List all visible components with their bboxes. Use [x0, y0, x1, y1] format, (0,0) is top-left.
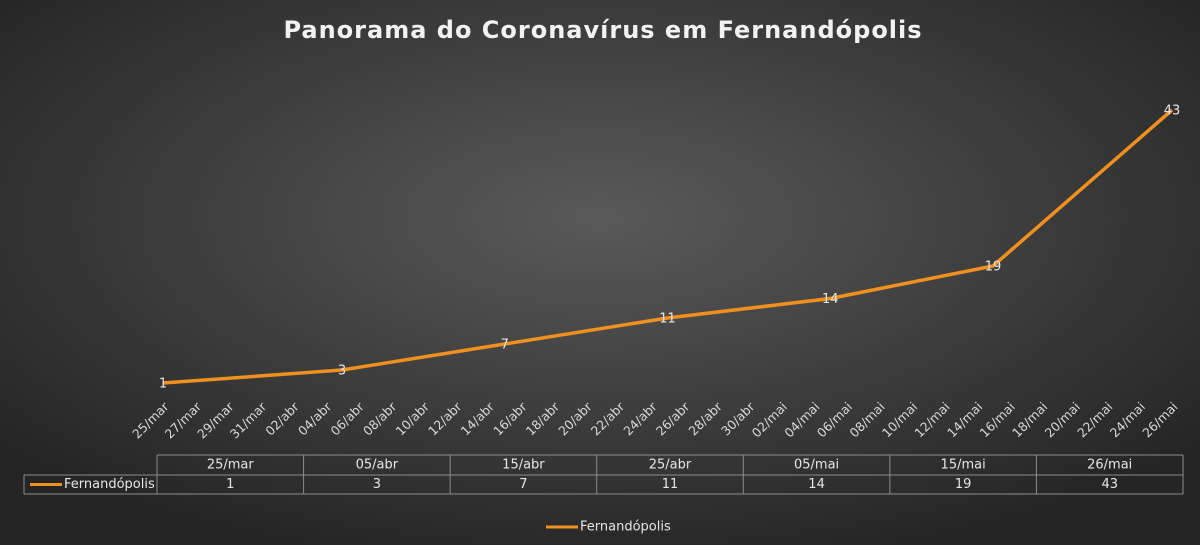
- data-label: 11: [659, 312, 676, 327]
- table-row-label: Fernandópolis: [64, 477, 155, 492]
- data-label: 43: [1164, 104, 1181, 119]
- table-cell: 19: [955, 477, 972, 492]
- table-cell: 7: [519, 477, 527, 492]
- table-header: 05/abr: [356, 458, 399, 473]
- data-label: 14: [822, 292, 839, 307]
- data-label: 19: [985, 260, 1002, 275]
- table-header: 25/abr: [649, 458, 692, 473]
- table-cell: 3: [373, 477, 381, 492]
- table-cell: 1: [226, 477, 234, 492]
- table-header: 05/mai: [794, 458, 839, 473]
- table-header: 15/mai: [941, 458, 986, 473]
- table-header: 26/mai: [1087, 458, 1132, 473]
- table-header: 15/abr: [502, 458, 545, 473]
- legend-label: Fernandópolis: [580, 520, 671, 535]
- table-cell: 43: [1101, 477, 1118, 492]
- data-label: 1: [159, 377, 167, 392]
- table-cell: 11: [662, 477, 679, 492]
- data-label: 3: [338, 364, 346, 379]
- line: [162, 108, 1174, 385]
- table-cell: 14: [808, 477, 825, 492]
- chart-title: Panorama do Coronavírus em Fernandópolis: [283, 16, 922, 44]
- data-label: 7: [501, 338, 509, 353]
- table-header: 25/mar: [207, 458, 255, 473]
